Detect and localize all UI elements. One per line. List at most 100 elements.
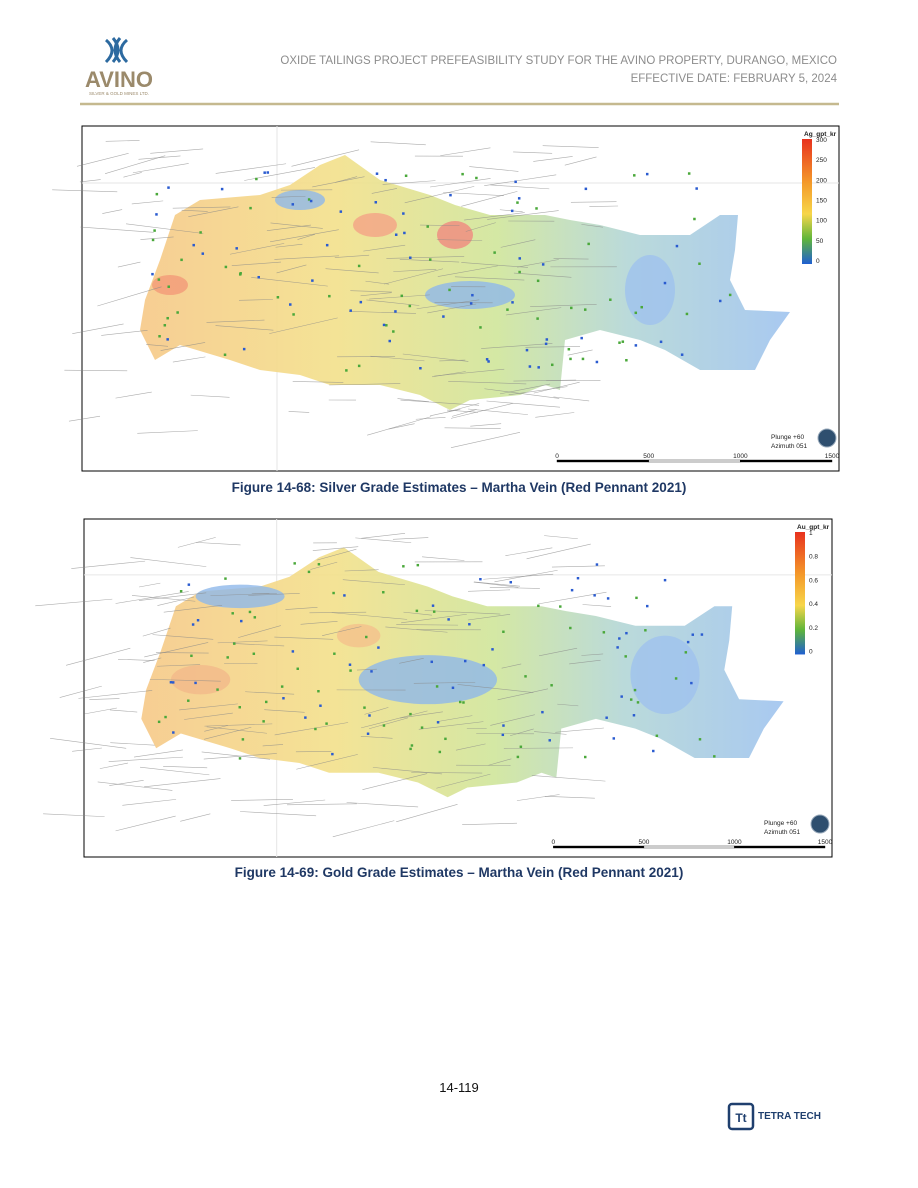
- drill-intercept: [151, 272, 154, 276]
- drill-intercept: [510, 209, 514, 213]
- drill-trace: [533, 381, 580, 394]
- drill-intercept: [620, 695, 623, 698]
- drill-trace: [461, 191, 518, 207]
- drill-trace: [109, 780, 144, 786]
- drill-trace: [43, 813, 105, 817]
- drill-trace: [262, 744, 284, 747]
- drill-trace: [516, 794, 560, 801]
- drill-intercept: [192, 243, 195, 247]
- drill-trace: [248, 593, 300, 596]
- drill-intercept: [349, 309, 352, 312]
- drill-intercept: [370, 670, 373, 673]
- drill-intercept: [482, 663, 486, 667]
- drill-trace: [487, 210, 559, 220]
- drill-intercept: [368, 714, 371, 717]
- drill-intercept: [332, 591, 335, 595]
- drill-intercept: [430, 660, 433, 664]
- header-line: OXIDE TAILINGS PROJECT PREFEASIBILITY ST…: [280, 55, 837, 67]
- drill-trace: [415, 417, 446, 420]
- drill-intercept: [506, 308, 509, 311]
- drill-intercept: [605, 716, 608, 719]
- drill-intercept: [363, 706, 366, 709]
- drill-intercept: [436, 721, 440, 724]
- drill-trace: [204, 725, 229, 732]
- drill-trace: [172, 356, 206, 363]
- drill-intercept: [541, 710, 544, 714]
- drill-trace: [291, 149, 360, 167]
- drill-intercept: [404, 174, 408, 178]
- legend-tick-label: 0.6: [809, 577, 818, 584]
- drill-intercept: [448, 288, 451, 292]
- drill-intercept: [462, 701, 465, 704]
- drill-trace: [101, 329, 148, 336]
- drill-intercept: [333, 652, 336, 655]
- drill-trace: [184, 712, 233, 720]
- drill-trace: [544, 535, 578, 540]
- drill-trace: [204, 723, 273, 727]
- drill-intercept: [169, 681, 173, 684]
- legend-tick-label: 50: [816, 238, 824, 245]
- drill-intercept: [157, 278, 161, 281]
- drill-trace: [557, 703, 579, 707]
- drill-trace: [342, 579, 405, 586]
- drill-intercept: [541, 263, 545, 266]
- drill-intercept: [374, 201, 378, 204]
- drill-trace: [432, 371, 466, 378]
- drill-intercept: [519, 745, 523, 748]
- drill-trace: [251, 277, 328, 287]
- drill-intercept: [314, 727, 317, 731]
- legend-tick-label: 300: [816, 137, 827, 144]
- drill-trace: [144, 642, 209, 658]
- drill-trace: [355, 537, 412, 544]
- drill-trace: [567, 349, 593, 356]
- drill-intercept: [516, 755, 520, 759]
- drill-intercept: [151, 238, 155, 242]
- drill-trace: [334, 254, 370, 258]
- drill-trace: [203, 726, 252, 740]
- drill-trace: [118, 658, 155, 661]
- drill-intercept: [289, 303, 292, 306]
- drill-intercept: [548, 739, 551, 742]
- grade-zone: [625, 255, 675, 325]
- drill-intercept: [382, 591, 385, 594]
- drill-trace: [232, 643, 285, 647]
- drill-trace: [264, 709, 305, 713]
- drill-intercept: [190, 654, 193, 658]
- drill-intercept: [365, 635, 368, 639]
- drill-intercept: [224, 577, 227, 580]
- drill-intercept: [444, 737, 447, 741]
- drill-trace: [80, 226, 154, 233]
- drill-trace: [551, 565, 605, 568]
- drill-intercept: [633, 174, 636, 177]
- drill-trace: [104, 155, 166, 174]
- drill-intercept: [595, 563, 599, 566]
- drill-intercept: [581, 357, 585, 361]
- legend-tick-label: 0.2: [809, 625, 818, 632]
- drill-intercept: [645, 172, 649, 176]
- drill-intercept: [408, 304, 412, 308]
- scale-segment: [643, 845, 735, 849]
- drill-trace: [465, 222, 496, 232]
- drill-intercept: [410, 744, 414, 747]
- drill-intercept: [502, 630, 505, 633]
- drill-intercept: [618, 637, 621, 640]
- drill-intercept: [325, 243, 329, 247]
- drill-intercept: [262, 720, 265, 723]
- drill-intercept: [644, 629, 647, 632]
- drill-intercept: [584, 755, 587, 759]
- drill-trace: [454, 276, 525, 281]
- drill-intercept: [400, 294, 404, 298]
- drill-trace: [455, 743, 486, 751]
- drill-intercept: [319, 704, 322, 707]
- drill-trace: [530, 304, 597, 308]
- drill-intercept: [587, 242, 590, 246]
- drill-intercept: [609, 298, 612, 301]
- drill-intercept: [624, 655, 627, 658]
- legend-tick-label: 150: [816, 198, 827, 205]
- drill-trace: [285, 606, 318, 610]
- drill-trace: [115, 391, 152, 399]
- scale-label: 1000: [733, 453, 748, 460]
- drill-trace: [35, 598, 113, 607]
- drill-intercept: [625, 358, 628, 362]
- drill-trace: [370, 141, 426, 146]
